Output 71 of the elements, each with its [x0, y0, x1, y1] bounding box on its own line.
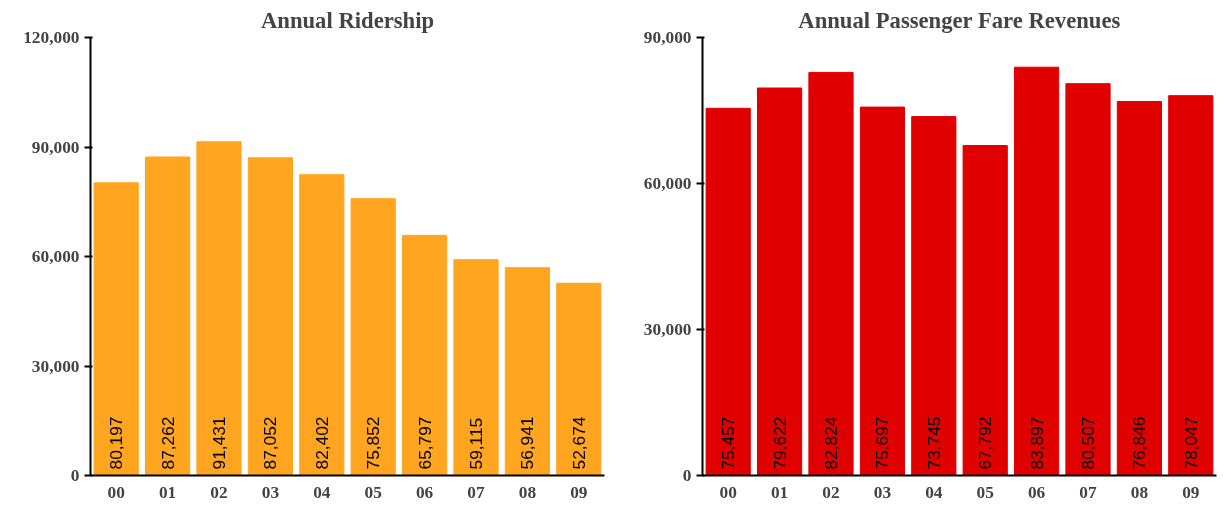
x-tick-label: 06 — [1027, 482, 1046, 502]
x-tick-label: 01 — [770, 482, 789, 502]
x-tick-label: 09 — [570, 482, 588, 502]
bar — [299, 174, 345, 476]
data-label: 65,797 — [414, 416, 435, 470]
y-tick-label: 0 — [682, 466, 692, 485]
data-label: 75,457 — [718, 416, 739, 470]
chart-title: Annual Ridership — [260, 7, 435, 33]
data-label: 59,115 — [466, 417, 486, 470]
y-tick-label: 60,000 — [643, 174, 692, 193]
data-label: 80,197 — [106, 416, 127, 470]
x-tick-label: 01 — [158, 482, 177, 502]
bar — [402, 234, 448, 476]
bar — [1168, 95, 1214, 476]
x-tick-label: 03 — [873, 482, 892, 502]
x-tick-label: 07 — [1079, 482, 1097, 502]
x-tick-label: 00 — [107, 482, 125, 502]
y-tick-label: 30,000 — [31, 356, 80, 376]
data-label: 83,897 — [1026, 416, 1047, 470]
data-label: 87,052 — [260, 416, 281, 470]
data-label: 82,402 — [311, 416, 332, 470]
bar — [453, 259, 499, 476]
bar — [1014, 66, 1060, 476]
x-tick-label: 00 — [719, 482, 737, 502]
data-label: 80,507 — [1078, 416, 1098, 470]
data-label: 91,431 — [209, 416, 229, 470]
x-tick-label: 02 — [210, 482, 228, 502]
bar — [911, 116, 957, 476]
bar — [1116, 101, 1162, 476]
bar — [962, 145, 1008, 476]
bar — [247, 157, 293, 476]
data-label: 67,792 — [975, 416, 996, 470]
y-tick-label: 90,000 — [643, 28, 692, 47]
data-label: 78,047 — [1180, 416, 1201, 470]
bar — [556, 282, 602, 476]
x-tick-label: 07 — [467, 482, 485, 502]
y-tick-label: 120,000 — [23, 28, 80, 47]
data-label: 75,852 — [363, 416, 384, 470]
bar — [1065, 83, 1111, 476]
chart-title: Annual Passenger Fare Revenues — [798, 7, 1121, 33]
bar — [196, 141, 242, 476]
bar — [145, 156, 191, 476]
data-label: 87,262 — [157, 416, 178, 470]
bar — [757, 87, 803, 476]
x-tick-label: 05 — [976, 482, 995, 502]
bar — [859, 106, 905, 476]
y-tick-label: 0 — [70, 466, 80, 485]
bar — [93, 182, 139, 476]
bar — [350, 198, 396, 476]
data-label: 79,622 — [769, 416, 790, 470]
data-label: 76,846 — [1129, 416, 1150, 470]
y-tick-label: 30,000 — [643, 320, 692, 339]
bar — [808, 71, 854, 476]
data-label: 52,674 — [568, 416, 589, 470]
data-label: 82,824 — [821, 416, 841, 470]
x-tick-label: 03 — [261, 482, 280, 502]
bar — [705, 107, 751, 476]
x-tick-label: 09 — [1182, 482, 1200, 502]
x-tick-label: 04 — [313, 482, 331, 502]
x-tick-label: 05 — [364, 482, 383, 502]
data-label: 73,745 — [923, 416, 944, 470]
data-label: 75,697 — [872, 416, 893, 470]
y-tick-label: 60,000 — [31, 247, 80, 266]
x-tick-label: 04 — [925, 482, 943, 502]
x-tick-label: 06 — [415, 482, 434, 502]
x-tick-label: 08 — [1130, 482, 1149, 502]
data-label: 56,941 — [517, 416, 538, 470]
x-tick-label: 02 — [822, 482, 840, 502]
bar — [504, 267, 550, 476]
y-tick-label: 90,000 — [31, 137, 80, 157]
x-tick-label: 08 — [518, 482, 537, 502]
